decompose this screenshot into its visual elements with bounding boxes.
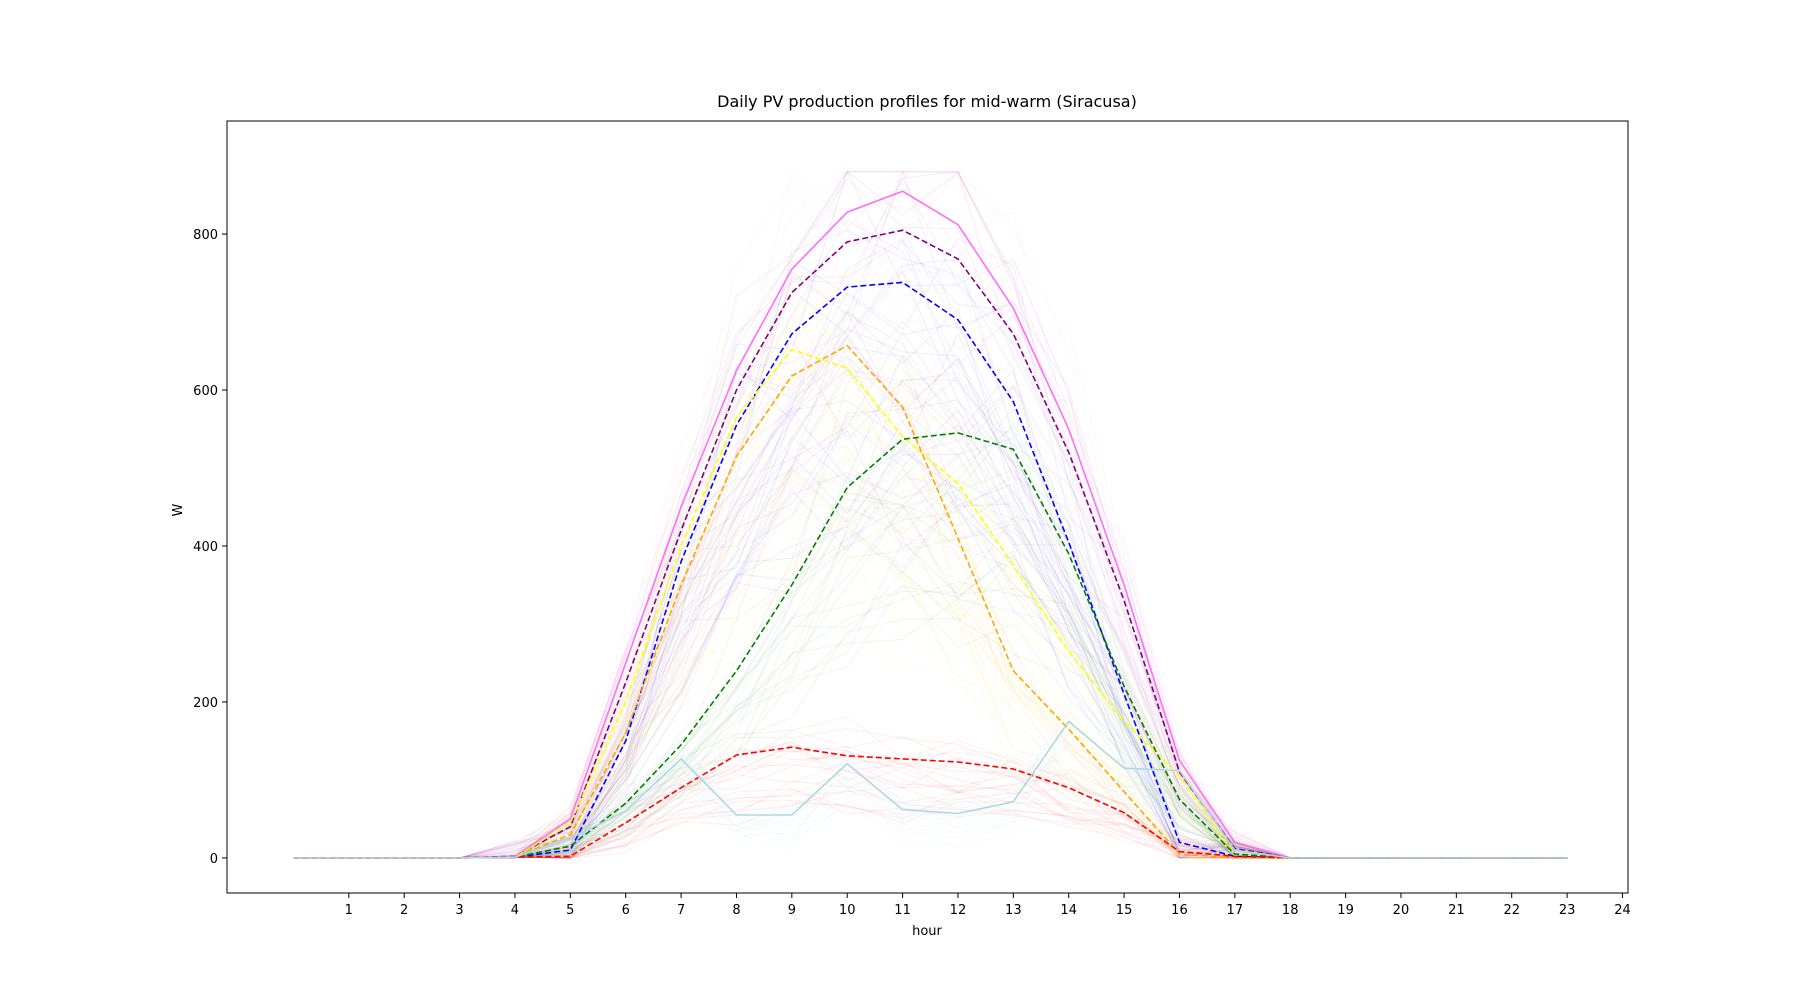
x-tick-label: 11: [894, 903, 911, 918]
y-axis-label: W: [171, 503, 186, 516]
x-tick-label: 16: [1171, 903, 1188, 918]
x-tick-label: 15: [1116, 903, 1133, 918]
x-tick-label: 10: [839, 903, 856, 918]
y-tick-label: 800: [193, 228, 218, 243]
series-line-8: [293, 720, 1568, 859]
series-layer: [293, 190, 1568, 859]
x-tick-label: 8: [732, 903, 740, 918]
y-tick-label: 200: [193, 696, 218, 711]
y-tick-label: 400: [193, 540, 218, 555]
x-tick-label: 6: [622, 903, 630, 918]
x-tick-label: 3: [455, 903, 463, 918]
x-tick-label: 9: [788, 903, 796, 918]
x-tick-label: 7: [677, 903, 685, 918]
x-tick-label: 13: [1005, 903, 1022, 918]
chart-title: Daily PV production profiles for mid-war…: [717, 92, 1137, 111]
x-tick-label: 2: [400, 903, 408, 918]
x-tick-label: 5: [566, 903, 574, 918]
axes-layer: 1 2 3 4 5 6 7 8 9 10 11 12 13 14 15 16 17 18 19 20 21 22 23 240…: [193, 120, 1631, 918]
x-tick-label: 18: [1282, 903, 1299, 918]
plot-frame: [226, 120, 1629, 894]
x-tick-label: 22: [1503, 903, 1520, 918]
x-tick-label: 1: [345, 903, 353, 918]
x-tick-label: 4: [511, 903, 519, 918]
x-axis-label: hour: [912, 924, 942, 939]
x-tick-label: 24: [1614, 903, 1631, 918]
y-tick-label: 0: [210, 852, 218, 867]
x-tick-label: 20: [1393, 903, 1410, 918]
x-tick-label: 14: [1060, 903, 1077, 918]
x-tick-label: 12: [950, 903, 967, 918]
y-tick-label: 600: [193, 384, 218, 399]
x-tick-label: 21: [1448, 903, 1465, 918]
x-tick-label: 19: [1337, 903, 1354, 918]
x-tick-label: 23: [1559, 903, 1576, 918]
x-tick-label: 17: [1227, 903, 1244, 918]
